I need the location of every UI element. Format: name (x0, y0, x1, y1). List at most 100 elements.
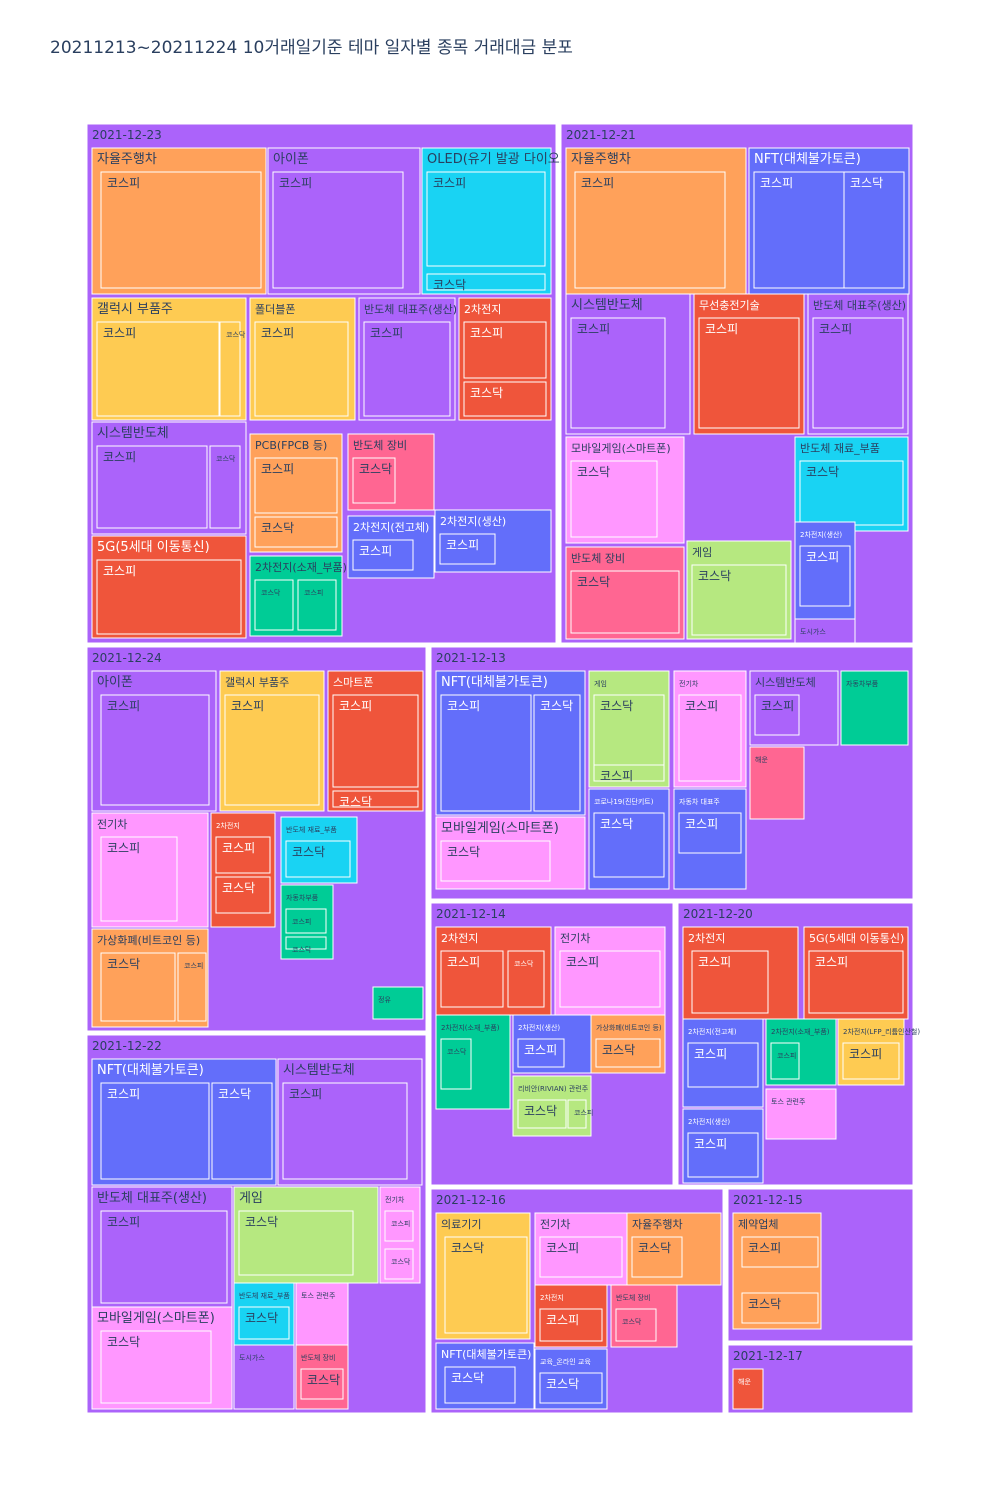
market-rect[interactable] (100, 1210, 228, 1304)
market-rect[interactable] (631, 1236, 683, 1278)
market-rect[interactable] (96, 321, 220, 417)
market-rect[interactable] (363, 321, 451, 417)
market-rect[interactable] (440, 950, 504, 1008)
market-rect[interactable] (595, 1038, 661, 1068)
market-rect[interactable] (384, 1210, 414, 1242)
theme-rect[interactable] (749, 746, 805, 820)
theme-label: 자율주행차 (97, 151, 157, 167)
market-label: 코스닥 (577, 575, 610, 589)
market-rect[interactable] (570, 460, 658, 538)
theme-rect[interactable] (765, 1088, 837, 1140)
market-rect[interactable] (741, 1236, 819, 1268)
market-rect[interactable] (444, 1236, 528, 1334)
market-rect[interactable] (215, 876, 271, 914)
market-rect[interactable] (177, 952, 207, 1022)
market-rect[interactable] (219, 321, 241, 417)
market-label: 코스닥 (307, 1373, 340, 1387)
market-rect[interactable] (678, 812, 742, 854)
market-rect[interactable] (539, 1236, 623, 1278)
market-rect[interactable] (567, 1099, 587, 1129)
theme-rect[interactable] (372, 986, 424, 1020)
market-rect[interactable] (843, 171, 905, 289)
market-rect[interactable] (593, 694, 665, 766)
market-rect[interactable] (285, 908, 327, 934)
market-rect[interactable] (285, 840, 351, 878)
market-rect[interactable] (332, 694, 419, 788)
theme-label: 폴더블폰 (255, 303, 295, 316)
market-rect[interactable] (209, 445, 241, 529)
market-rect[interactable] (384, 1248, 414, 1280)
market-rect[interactable] (799, 545, 851, 607)
market-rect[interactable] (440, 1038, 472, 1090)
market-rect[interactable] (238, 1210, 354, 1276)
market-rect[interactable] (691, 564, 787, 636)
market-rect[interactable] (687, 1042, 759, 1088)
market-rect[interactable] (678, 694, 742, 782)
market-rect[interactable] (539, 1372, 603, 1404)
market-rect[interactable] (215, 836, 271, 874)
market-rect[interactable] (100, 952, 176, 1022)
market-rect[interactable] (559, 950, 661, 1008)
market-rect[interactable] (741, 1292, 819, 1324)
market-rect[interactable] (517, 1099, 567, 1129)
market-rect[interactable] (574, 171, 726, 289)
market-rect[interactable] (224, 694, 320, 806)
market-rect[interactable] (754, 694, 800, 736)
market-rect[interactable] (770, 1042, 800, 1080)
market-rect[interactable] (444, 1366, 516, 1404)
market-rect[interactable] (687, 1132, 759, 1178)
market-rect[interactable] (698, 317, 800, 429)
market-rect[interactable] (533, 694, 581, 812)
market-rect[interactable] (297, 579, 337, 631)
theme-label: 해운 (738, 1377, 751, 1386)
theme-rect[interactable] (794, 618, 856, 644)
market-rect[interactable] (254, 579, 294, 631)
market-rect[interactable] (842, 1042, 900, 1080)
market-rect[interactable] (352, 539, 414, 571)
market-rect[interactable] (691, 950, 769, 1014)
market-label: 코스닥 (218, 1087, 251, 1101)
market-rect[interactable] (426, 171, 546, 267)
market-rect[interactable] (100, 171, 262, 289)
market-rect[interactable] (352, 457, 396, 504)
theme-rect[interactable] (840, 670, 909, 746)
market-rect[interactable] (615, 1308, 657, 1342)
market-rect[interactable] (254, 457, 338, 514)
market-rect[interactable] (100, 694, 210, 806)
market-rect[interactable] (812, 317, 904, 429)
market-rect[interactable] (570, 570, 680, 634)
market-rect[interactable] (463, 321, 547, 379)
market-rect[interactable] (570, 317, 666, 429)
theme-rect[interactable] (732, 1368, 764, 1410)
market-label: 코스피 (359, 544, 392, 558)
market-rect[interactable] (96, 445, 208, 529)
market-rect[interactable] (593, 812, 665, 878)
market-rect[interactable] (282, 1082, 408, 1180)
market-rect[interactable] (593, 764, 665, 782)
market-rect[interactable] (439, 533, 496, 565)
market-rect[interactable] (96, 559, 242, 635)
market-rect[interactable] (285, 936, 327, 950)
market-rect[interactable] (238, 1306, 290, 1340)
market-rect[interactable] (211, 1082, 273, 1180)
market-rect[interactable] (426, 273, 546, 291)
market-rect[interactable] (272, 171, 404, 289)
market-rect[interactable] (463, 381, 547, 417)
market-rect[interactable] (440, 840, 551, 882)
market-rect[interactable] (539, 1308, 603, 1342)
market-rect[interactable] (332, 790, 419, 808)
market-rect[interactable] (254, 321, 349, 417)
market-rect[interactable] (254, 516, 338, 548)
market-rect[interactable] (300, 1368, 344, 1400)
market-rect[interactable] (517, 1038, 565, 1068)
theme-rect[interactable] (233, 1344, 295, 1410)
market-rect[interactable] (808, 950, 904, 1014)
market-rect[interactable] (440, 694, 532, 812)
market-rect[interactable] (100, 836, 178, 922)
market-rect[interactable] (799, 460, 904, 526)
market-rect[interactable] (507, 950, 545, 1008)
market-rect[interactable] (100, 1330, 212, 1404)
market-rect[interactable] (100, 1082, 210, 1180)
market-rect[interactable] (753, 171, 845, 289)
